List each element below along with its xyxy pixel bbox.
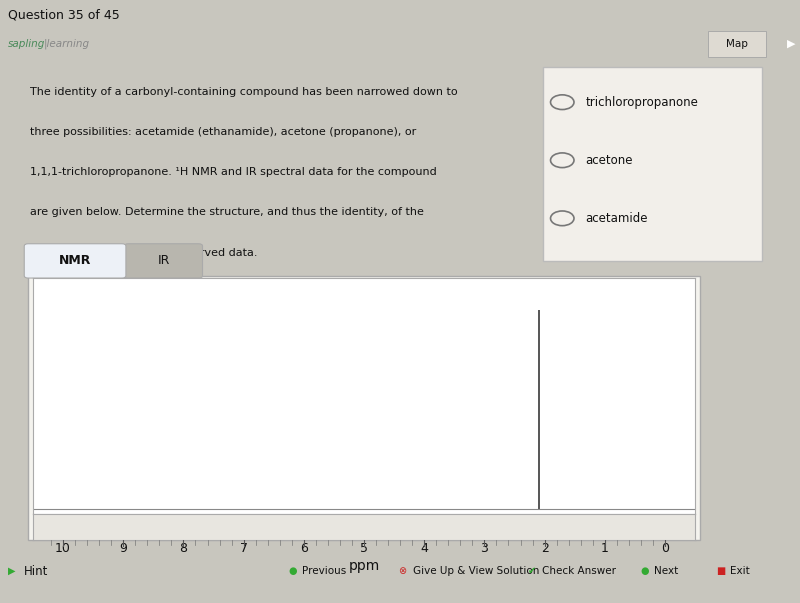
Text: The identity of a carbonyl-containing compound has been narrowed down to: The identity of a carbonyl-containing co… [30,87,458,97]
Text: ppm: ppm [348,559,380,573]
FancyBboxPatch shape [24,244,126,278]
Text: 3: 3 [481,541,488,555]
Text: ●: ● [288,566,297,576]
Text: ▶: ▶ [786,39,795,49]
FancyBboxPatch shape [124,244,202,278]
Text: Question 35 of 45: Question 35 of 45 [8,9,120,22]
Text: IR: IR [158,254,170,267]
Text: sapling: sapling [8,39,45,49]
Text: 4: 4 [420,541,428,555]
Text: 1: 1 [601,541,609,555]
Text: are given below. Determine the structure, and thus the identity, of the: are given below. Determine the structure… [30,207,423,218]
Text: 7: 7 [240,541,248,555]
Text: ▶: ▶ [8,566,15,576]
Bar [708,31,766,57]
Text: ●: ● [640,566,649,576]
Text: Give Up & View Solution: Give Up & View Solution [413,566,539,576]
Text: Check Answer: Check Answer [542,566,617,576]
Text: 2: 2 [541,541,549,555]
Text: ✔: ✔ [528,566,536,576]
Text: 9: 9 [119,541,127,555]
Text: three possibilities: acetamide (ethanamide), acetone (propanone), or: three possibilities: acetamide (ethanami… [30,127,416,137]
Text: 0: 0 [661,541,669,555]
Text: 1,1,1-trichloropropanone. ¹H NMR and IR spectral data for the compound: 1,1,1-trichloropropanone. ¹H NMR and IR … [30,167,437,177]
Text: acetone: acetone [586,154,634,167]
Text: Map: Map [726,39,747,49]
Text: compound that gives the observed data.: compound that gives the observed data. [30,248,258,257]
Bar [28,276,700,540]
Text: acetamide: acetamide [586,212,648,225]
Text: trichloropropanone: trichloropropanone [586,96,698,109]
Text: 8: 8 [179,541,187,555]
Bar [542,68,762,261]
Text: ■: ■ [716,566,726,576]
Text: Hint: Hint [24,564,48,578]
Text: 10: 10 [55,541,71,555]
Text: ⊗: ⊗ [398,566,406,576]
Text: 6: 6 [300,541,308,555]
Text: Next: Next [654,566,678,576]
Text: Previous: Previous [302,566,346,576]
Text: 5: 5 [360,541,368,555]
Text: Exit: Exit [730,566,750,576]
Text: NMR: NMR [59,254,91,267]
Text: |learning: |learning [44,39,90,49]
